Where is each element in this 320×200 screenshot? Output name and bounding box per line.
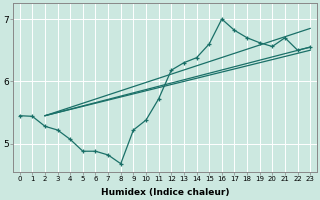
X-axis label: Humidex (Indice chaleur): Humidex (Indice chaleur) xyxy=(101,188,229,197)
